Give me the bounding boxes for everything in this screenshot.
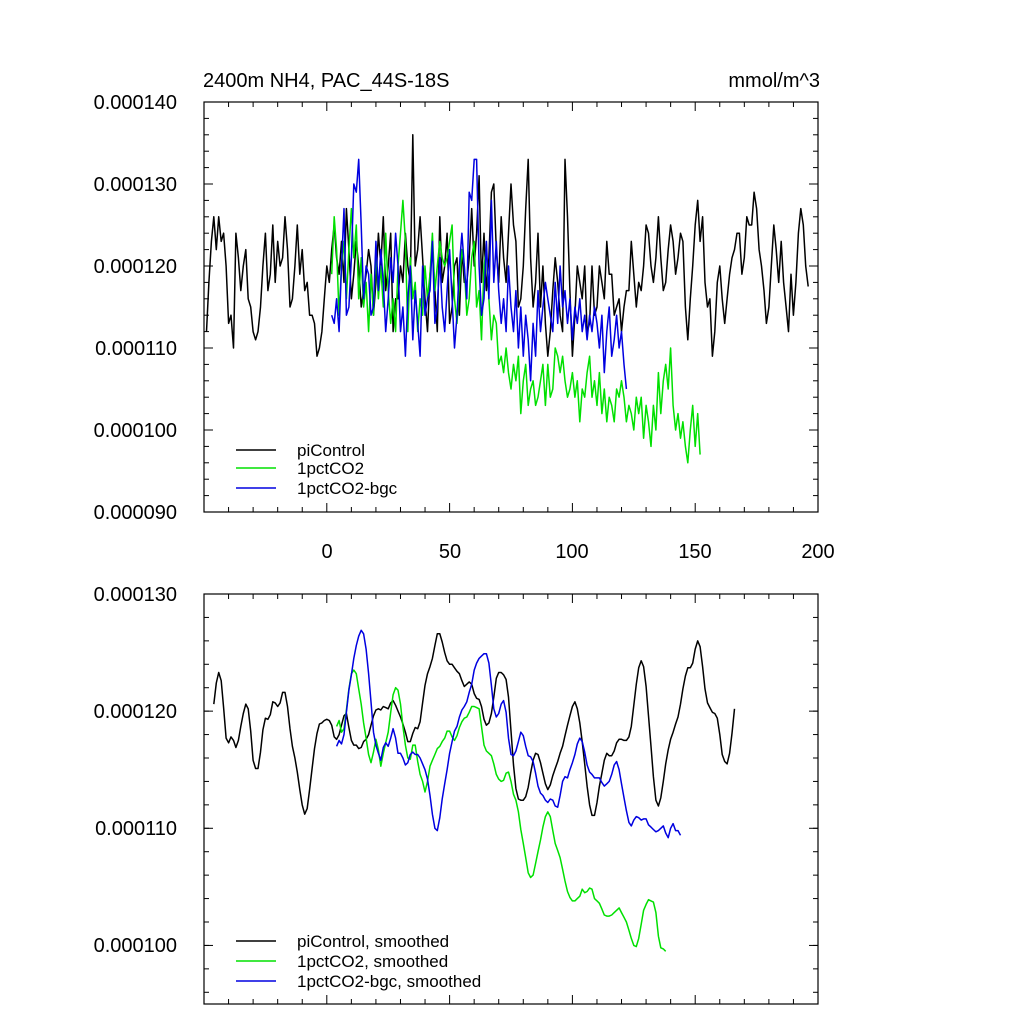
bottom-legend: piControl, smoothed 1pctCO2, smoothed 1p… — [236, 932, 481, 991]
top-title: 2400m NH4, PAC_44S-18S — [203, 70, 449, 92]
legend-label-picontrol-smoothed: piControl, smoothed — [297, 932, 449, 951]
top-y-tick-label: 0.000100 — [94, 420, 177, 442]
bottom-y-tick-label: 0.000100 — [94, 935, 177, 957]
top-units-label: mmol/m^3 — [728, 70, 820, 92]
bottom-series-lines — [213, 629, 736, 952]
top-x-tick-label: 150 — [678, 541, 711, 563]
legend-label-1pctco2-smoothed: 1pctCO2, smoothed — [297, 952, 448, 971]
bottom-major-ticks — [204, 593, 819, 1004]
top-y-tick-label: 0.000090 — [94, 502, 177, 524]
bottom-series-line-picontrol-smoothed — [213, 633, 736, 817]
top-y-tick-label: 0.000120 — [94, 256, 177, 278]
top-series-line-picontrol — [205, 134, 809, 357]
top-y-tick-label: 0.000140 — [94, 92, 177, 114]
bottom-panel: 0.000130 0.000120 0.000110 0.000100 piCo… — [94, 584, 819, 1005]
top-series-line-1pctco2-bgc — [330, 158, 628, 390]
top-plot-frame — [203, 101, 819, 513]
bottom-y-tick-label: 0.000120 — [94, 701, 177, 723]
bottom-series-line-1pctco2-bgc-smoothed — [335, 629, 682, 839]
top-x-tick-label: 100 — [555, 541, 588, 563]
bottom-series-line-1pctco2-smoothed — [335, 669, 667, 952]
legend-label-1pctco2: 1pctCO2 — [297, 459, 364, 478]
top-y-tick-label: 0.000110 — [95, 338, 177, 360]
legend-label-1pctco2-bgc-smoothed: 1pctCO2-bgc, smoothed — [297, 972, 481, 991]
top-legend: piControl 1pctCO2 1pctCO2-bgc — [236, 441, 398, 498]
bottom-y-tick-label: 0.000130 — [94, 584, 177, 606]
top-x-tick-label: 50 — [439, 541, 461, 563]
top-y-tick-label: 0.000130 — [94, 174, 177, 196]
top-series-lines — [205, 134, 809, 464]
bottom-plot-frame — [203, 593, 819, 1005]
top-major-ticks — [204, 101, 819, 513]
top-x-tick-label: 200 — [801, 541, 834, 563]
legend-label-picontrol: piControl — [297, 441, 365, 460]
legend-label-1pctco2-bgc: 1pctCO2-bgc — [297, 479, 398, 498]
bottom-y-tick-label: 0.000110 — [95, 818, 177, 840]
top-panel: 2400m NH4, PAC_44S-18S mmol/m^3 0.000140… — [94, 70, 835, 563]
top-x-tick-label: 0 — [321, 541, 332, 563]
top-series-line-1pctco2 — [330, 199, 701, 464]
